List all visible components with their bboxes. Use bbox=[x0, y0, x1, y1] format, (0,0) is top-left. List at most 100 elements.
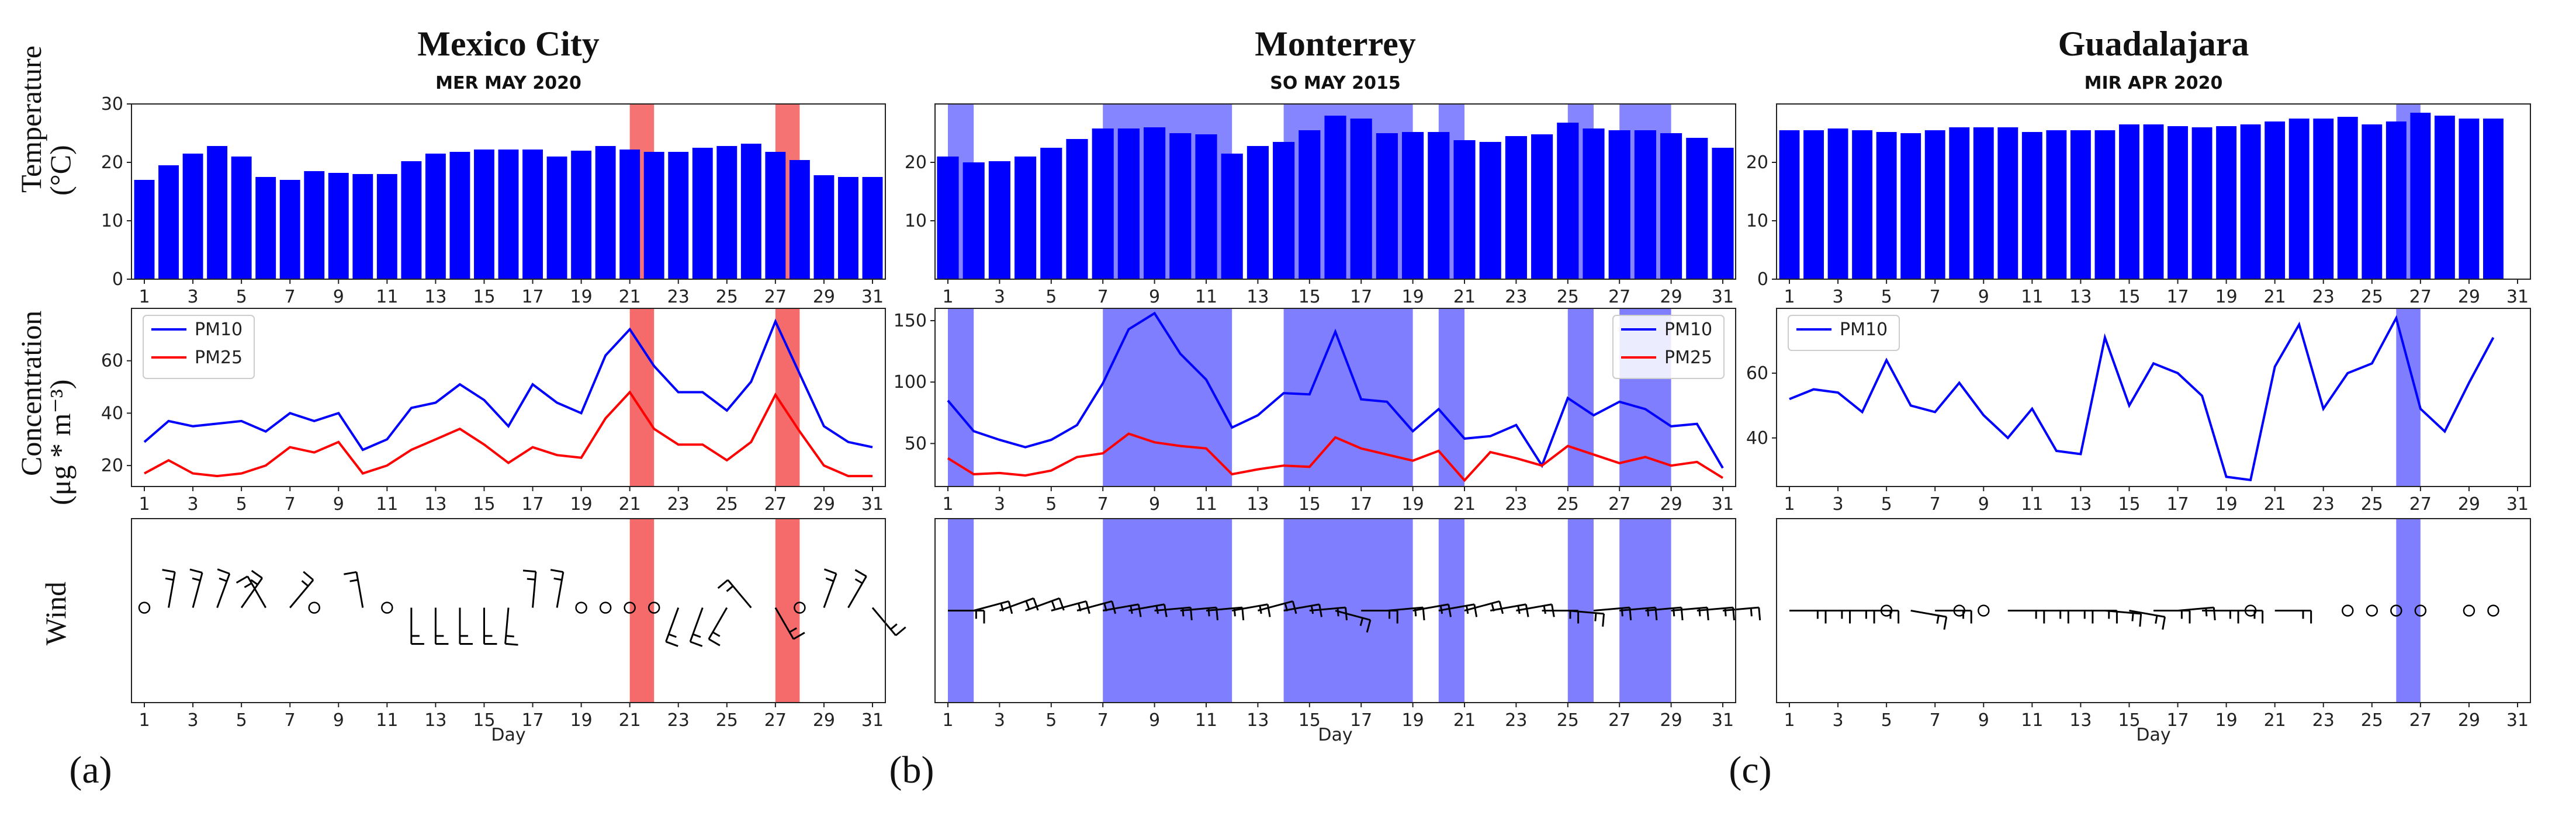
temperature-xtick-label: 13 bbox=[2069, 287, 2092, 307]
temperature-bar bbox=[1827, 128, 1848, 279]
temperature-bar bbox=[1428, 132, 1450, 279]
temperature-xtick-label: 29 bbox=[1660, 287, 1682, 307]
wind-calm-marker bbox=[599, 602, 612, 614]
wind-calm-marker bbox=[794, 602, 806, 614]
temperature-bar bbox=[1144, 127, 1166, 279]
temperature-bar bbox=[231, 157, 252, 279]
temperature-xtick-label: 13 bbox=[424, 287, 446, 307]
city-title: Monterrey bbox=[1255, 25, 1415, 63]
highlight-band-conc bbox=[1567, 308, 1594, 487]
temperature-bar bbox=[595, 146, 616, 279]
concentration-xtick-label: 23 bbox=[667, 494, 690, 515]
temperature-bar bbox=[1066, 139, 1088, 279]
concentration-xtick-label: 27 bbox=[1608, 494, 1630, 515]
wind-xtick-label: 17 bbox=[2166, 710, 2189, 731]
wind-xtick-label: 25 bbox=[2361, 710, 2383, 731]
temperature-bar bbox=[643, 152, 664, 279]
temperature-bar bbox=[1195, 134, 1217, 279]
temperature-ytick-label: 20 bbox=[905, 152, 927, 173]
wind-xtick-label: 29 bbox=[813, 710, 835, 731]
concentration-xtick-label: 17 bbox=[2166, 494, 2189, 515]
wind-barb bbox=[774, 607, 805, 640]
concentration-xtick-label: 19 bbox=[2215, 494, 2238, 515]
wind-xtick-label: 15 bbox=[2118, 710, 2140, 731]
wind-calm-marker bbox=[1978, 604, 1990, 617]
temperature-bar bbox=[1949, 127, 1970, 279]
temperature-xtick-label: 11 bbox=[376, 287, 398, 307]
wind-barb bbox=[2177, 606, 2216, 621]
temperature-bar bbox=[740, 144, 761, 279]
wind-xtick-label: 5 bbox=[1045, 710, 1057, 731]
legend-label-pm25: PM25 bbox=[195, 348, 243, 368]
concentration-xtick-label: 13 bbox=[2069, 494, 2092, 515]
wind-barb bbox=[2274, 610, 2312, 624]
concentration-xtick-label: 19 bbox=[570, 494, 593, 515]
temperature-xtick-label: 21 bbox=[1453, 287, 1476, 307]
temperature-bar bbox=[1299, 130, 1321, 279]
temperature-bar bbox=[255, 177, 276, 279]
wind-calm-marker bbox=[575, 602, 587, 614]
concentration-ytick-label: 20 bbox=[101, 456, 123, 476]
temperature-bar bbox=[1402, 132, 1424, 279]
wind-xtick-label: 17 bbox=[1350, 710, 1372, 731]
temperature-bar bbox=[716, 146, 738, 279]
temperature-bar bbox=[1712, 148, 1734, 279]
wind-barb bbox=[717, 579, 752, 609]
legend-box bbox=[1788, 315, 1900, 351]
temperature-axes-frame bbox=[131, 103, 886, 280]
temperature-bar bbox=[1531, 134, 1553, 279]
concentration-xtick-label: 3 bbox=[994, 494, 1005, 515]
temperature-bar bbox=[1583, 128, 1605, 279]
x-axis-label-day: Day bbox=[1318, 725, 1352, 745]
temperature-ytick-label: 20 bbox=[1746, 152, 1768, 173]
temperature-bar bbox=[304, 171, 325, 279]
temperature-bar bbox=[1015, 157, 1037, 279]
concentration-xtick-label: 7 bbox=[285, 494, 296, 515]
temperature-bar bbox=[498, 150, 519, 279]
wind-xtick-label: 13 bbox=[424, 710, 446, 731]
temperature-xtick-label: 9 bbox=[333, 287, 344, 307]
temperature-bar bbox=[2119, 124, 2139, 279]
x-axis-label-day: Day bbox=[2136, 725, 2170, 745]
temperature-bar bbox=[474, 150, 494, 279]
concentration-xtick-label: 23 bbox=[1505, 494, 1527, 515]
concentration-xtick-label: 23 bbox=[2312, 494, 2335, 515]
row-label-concentration: Concentration (μg * m⁻³) bbox=[15, 311, 77, 505]
temperature-bar bbox=[425, 154, 446, 279]
wind-calm-marker bbox=[2342, 604, 2354, 617]
concentration-ytick-label: 150 bbox=[894, 311, 927, 331]
temperature-unit-label: (°C) bbox=[44, 145, 77, 196]
temperature-xtick-label: 5 bbox=[236, 287, 247, 307]
concentration-xtick-label: 3 bbox=[188, 494, 199, 515]
temperature-xtick-label: 25 bbox=[1557, 287, 1579, 307]
wind-xtick-label: 1 bbox=[1784, 710, 1795, 731]
temperature-bar bbox=[1247, 146, 1269, 279]
temperature-bar bbox=[1803, 130, 1824, 279]
temperature-bar bbox=[2385, 121, 2407, 279]
temperature-bar bbox=[619, 150, 640, 279]
temperature-bar bbox=[862, 177, 883, 279]
temperature-bar bbox=[449, 152, 470, 279]
temperature-ytick-label: 30 bbox=[101, 94, 123, 114]
series-line-pm25 bbox=[144, 390, 872, 478]
station-subtitle: MIR APR 2020 bbox=[2085, 73, 2223, 93]
temperature-bar bbox=[1973, 127, 1994, 279]
wind-barb bbox=[410, 607, 424, 645]
concentration-ytick-label: 50 bbox=[905, 433, 927, 454]
temperature-xtick-label: 19 bbox=[1402, 287, 1424, 307]
temperature-xtick-label: 23 bbox=[1505, 287, 1527, 307]
wind-xtick-label: 21 bbox=[619, 710, 641, 731]
temperature-bar bbox=[546, 157, 567, 279]
concentration-xtick-label: 5 bbox=[1881, 494, 1892, 515]
temperature-xtick-label: 1 bbox=[942, 287, 953, 307]
concentration-xtick-label: 21 bbox=[2264, 494, 2286, 515]
temperature-bar bbox=[1900, 133, 1921, 279]
wind-xtick-label: 23 bbox=[1505, 710, 1527, 731]
wind-axes-frame bbox=[934, 518, 1736, 703]
concentration-xtick-label: 25 bbox=[2361, 494, 2383, 515]
wind-xtick-label: 11 bbox=[376, 710, 398, 731]
concentration-xtick-label: 29 bbox=[2458, 494, 2480, 515]
concentration-xtick-label: 17 bbox=[1350, 494, 1372, 515]
